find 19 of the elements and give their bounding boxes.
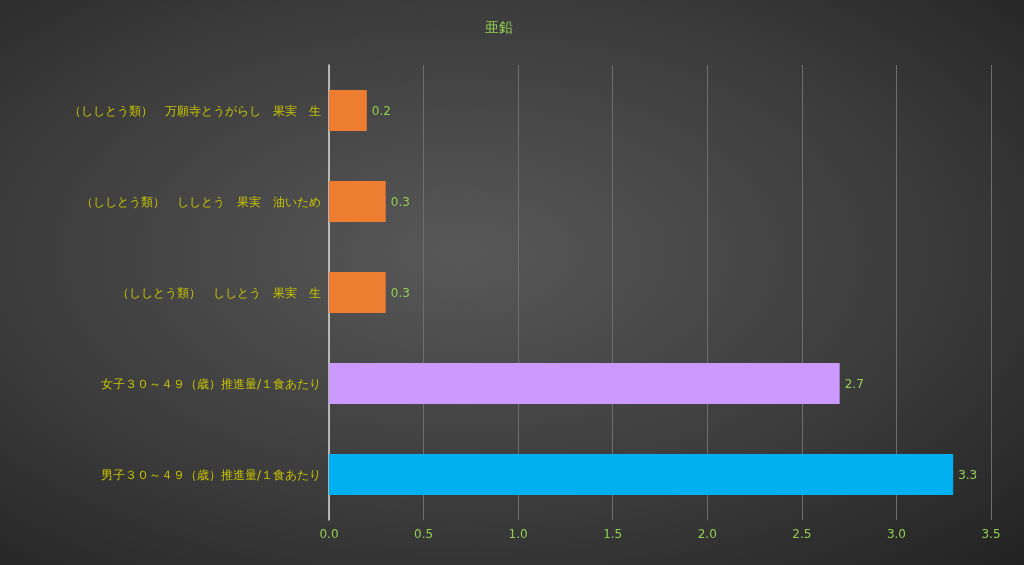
data-label: 3.3 [958, 467, 978, 482]
x-tick-label: 0.5 [414, 527, 434, 541]
x-tick-label: 1.5 [603, 527, 623, 541]
data-label: 0.3 [390, 285, 410, 300]
y-tick-label: （ししとう類） ししとう 果実 生 [117, 285, 321, 300]
x-tick-label: 0.0 [319, 527, 339, 541]
data-label: 2.7 [844, 376, 864, 391]
x-tick-label: 2.5 [792, 527, 812, 541]
data-label: 0.3 [390, 194, 410, 209]
y-tick-label: （ししとう類） ししとう 果実 油いため [81, 194, 321, 209]
chart-title: 亜鉛 [485, 19, 513, 35]
y-tick-label: 女子３０～４９（歳）推進量/１食あたり [100, 376, 321, 391]
x-tick-label: 3.5 [981, 527, 1001, 541]
x-tick-label: 1.0 [508, 527, 528, 541]
data-label: 0.2 [371, 103, 391, 118]
y-tick-label: 男子３０～４９（歳）推進量/１食あたり [100, 467, 321, 482]
x-tick-label: 2.0 [697, 527, 717, 541]
y-tick-label: （ししとう類） 万願寺とうがらし 果実 生 [69, 103, 321, 118]
x-tick-label: 3.0 [886, 527, 906, 541]
